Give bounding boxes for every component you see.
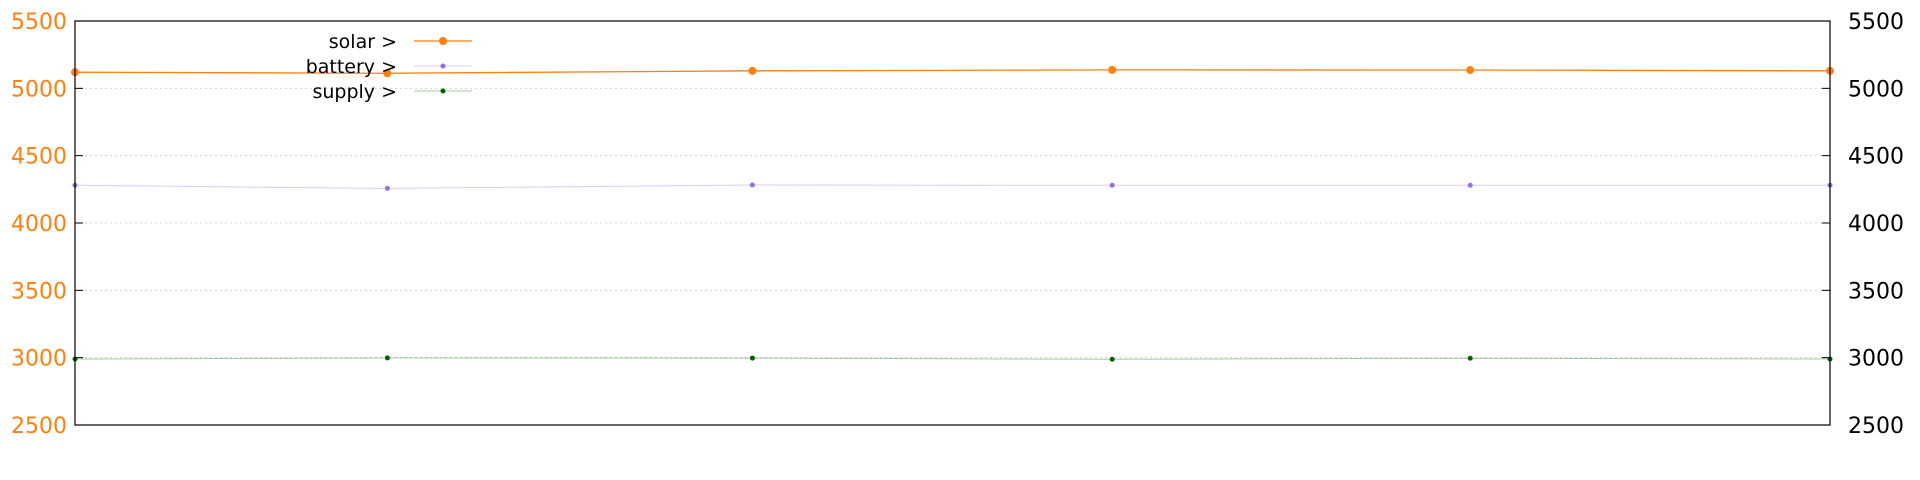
data-point bbox=[384, 185, 390, 191]
data-point bbox=[1109, 356, 1115, 362]
series-supply bbox=[72, 355, 1833, 362]
y-right-tick-label: 4000 bbox=[1848, 212, 1904, 237]
y-right-tick-label: 3500 bbox=[1848, 279, 1904, 304]
series-line bbox=[74, 357, 1831, 360]
data-point bbox=[748, 66, 757, 75]
legend-swatch-marker bbox=[439, 37, 447, 45]
y-right-tick-label: 3000 bbox=[1848, 347, 1904, 372]
data-point bbox=[1467, 182, 1473, 188]
legend-label: solar > bbox=[329, 31, 397, 53]
y-left-tick-label: 5000 bbox=[11, 77, 67, 102]
data-point bbox=[1467, 355, 1473, 361]
series-battery bbox=[72, 182, 1833, 191]
y-left-tick-label: 3000 bbox=[11, 347, 67, 372]
legend-swatch-marker bbox=[440, 63, 446, 69]
series-line bbox=[74, 184, 1830, 189]
data-point bbox=[1109, 182, 1115, 188]
grid-lines bbox=[75, 87, 1830, 359]
data-point bbox=[384, 355, 390, 361]
legend-swatch-marker bbox=[440, 88, 446, 94]
y-left-tick-label: 5500 bbox=[11, 10, 67, 35]
legend-label: supply > bbox=[312, 81, 397, 103]
y-left-tick-label: 2500 bbox=[11, 414, 67, 439]
data-point bbox=[749, 355, 755, 361]
series-solar bbox=[71, 65, 1834, 78]
data-point bbox=[1466, 66, 1475, 75]
data-point bbox=[1108, 65, 1117, 74]
y-right-tick-label: 5000 bbox=[1848, 77, 1904, 102]
legend: solar > battery > supply > bbox=[306, 31, 472, 103]
data-point bbox=[749, 182, 755, 188]
y-right-tick-label: 5500 bbox=[1848, 10, 1904, 35]
series-layer bbox=[71, 65, 1834, 362]
y-right-tick-label: 4500 bbox=[1848, 145, 1904, 170]
legend-label: battery > bbox=[306, 56, 397, 78]
y-right-tick-label: 2500 bbox=[1848, 414, 1904, 439]
series-line bbox=[74, 69, 1831, 74]
y-left-tick-label: 4000 bbox=[11, 212, 67, 237]
y-left-tick-label: 3500 bbox=[11, 279, 67, 304]
data-point bbox=[383, 69, 392, 78]
axis-ticks: 5500 5500 5000 5000 4500 4500 4000 4000 3500 3500… bbox=[11, 10, 1904, 439]
y-left-tick-label: 4500 bbox=[11, 145, 67, 170]
